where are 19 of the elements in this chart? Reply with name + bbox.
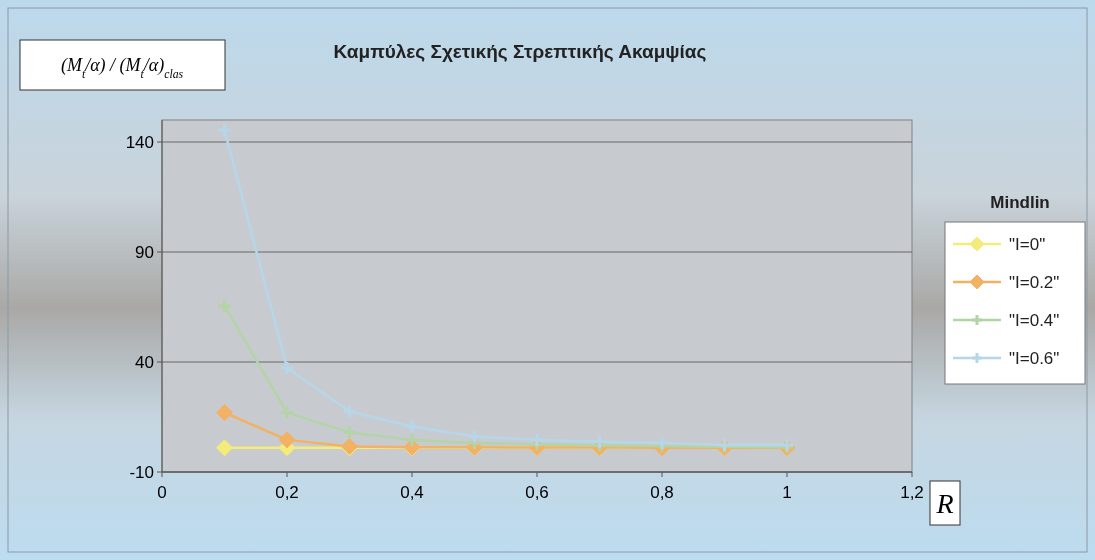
y-tick-label: 90 bbox=[135, 242, 154, 262]
legend-title: Mindlin bbox=[990, 193, 1050, 212]
legend-label: "I=0.6" bbox=[1009, 348, 1060, 368]
legend-label: "I=0.2" bbox=[1009, 272, 1060, 292]
y-tick-label: -10 bbox=[129, 462, 154, 482]
chart-title: Καμπύλες Σχετικής Στρεπτικής Ακαμψίας bbox=[333, 41, 707, 62]
x-tick-label: 1 bbox=[782, 483, 792, 502]
x-tick-label: 1,2 bbox=[900, 483, 924, 502]
x-axis-title: R bbox=[935, 488, 954, 519]
y-tick-label: 40 bbox=[135, 352, 154, 372]
y-tick-label: 140 bbox=[125, 132, 154, 152]
x-tick-label: 0,6 bbox=[525, 483, 549, 502]
legend-label: "I=0.4" bbox=[1009, 310, 1060, 330]
legend-label: "I=0" bbox=[1009, 234, 1046, 254]
x-tick-label: 0,2 bbox=[275, 483, 299, 502]
x-tick-label: 0,4 bbox=[400, 483, 424, 502]
x-tick-label: 0,8 bbox=[650, 483, 674, 502]
x-tick-label: 0 bbox=[157, 483, 167, 502]
y-axis-title: (M$_{t}$/α) / (M$_{t}$/α)$_{clas}$ bbox=[60, 55, 184, 81]
